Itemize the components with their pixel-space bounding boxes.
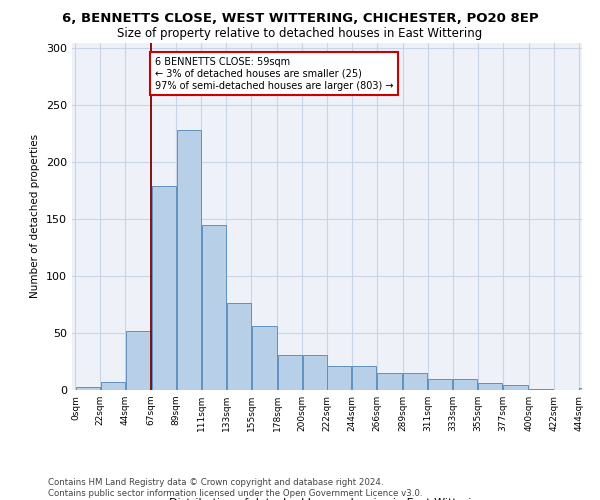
Bar — [403, 373, 427, 390]
Text: 6 BENNETTS CLOSE: 59sqm
← 3% of detached houses are smaller (25)
97% of semi-det: 6 BENNETTS CLOSE: 59sqm ← 3% of detached… — [155, 58, 393, 90]
Bar — [302, 354, 326, 390]
Bar — [251, 326, 277, 390]
Bar — [478, 383, 502, 390]
Text: Size of property relative to detached houses in East Wittering: Size of property relative to detached ho… — [118, 28, 482, 40]
Text: 6, BENNETTS CLOSE, WEST WITTERING, CHICHESTER, PO20 8EP: 6, BENNETTS CLOSE, WEST WITTERING, CHICH… — [62, 12, 538, 26]
Bar — [101, 382, 125, 390]
Text: Contains HM Land Registry data © Crown copyright and database right 2024.: Contains HM Land Registry data © Crown c… — [48, 478, 383, 487]
Bar — [227, 304, 251, 390]
X-axis label: Distribution of detached houses by size in East Wittering: Distribution of detached houses by size … — [169, 498, 485, 500]
Bar — [177, 130, 201, 390]
Bar — [352, 366, 376, 390]
Bar — [76, 386, 100, 390]
Bar — [428, 378, 452, 390]
Y-axis label: Number of detached properties: Number of detached properties — [31, 134, 40, 298]
Bar — [377, 373, 403, 390]
Bar — [328, 366, 352, 390]
Bar — [579, 388, 600, 390]
Bar — [453, 378, 477, 390]
Bar — [503, 386, 528, 390]
Bar — [278, 354, 302, 390]
Text: Contains public sector information licensed under the Open Government Licence v3: Contains public sector information licen… — [48, 488, 422, 498]
Bar — [529, 389, 553, 390]
Bar — [202, 225, 226, 390]
Bar — [126, 331, 151, 390]
Bar — [152, 186, 176, 390]
